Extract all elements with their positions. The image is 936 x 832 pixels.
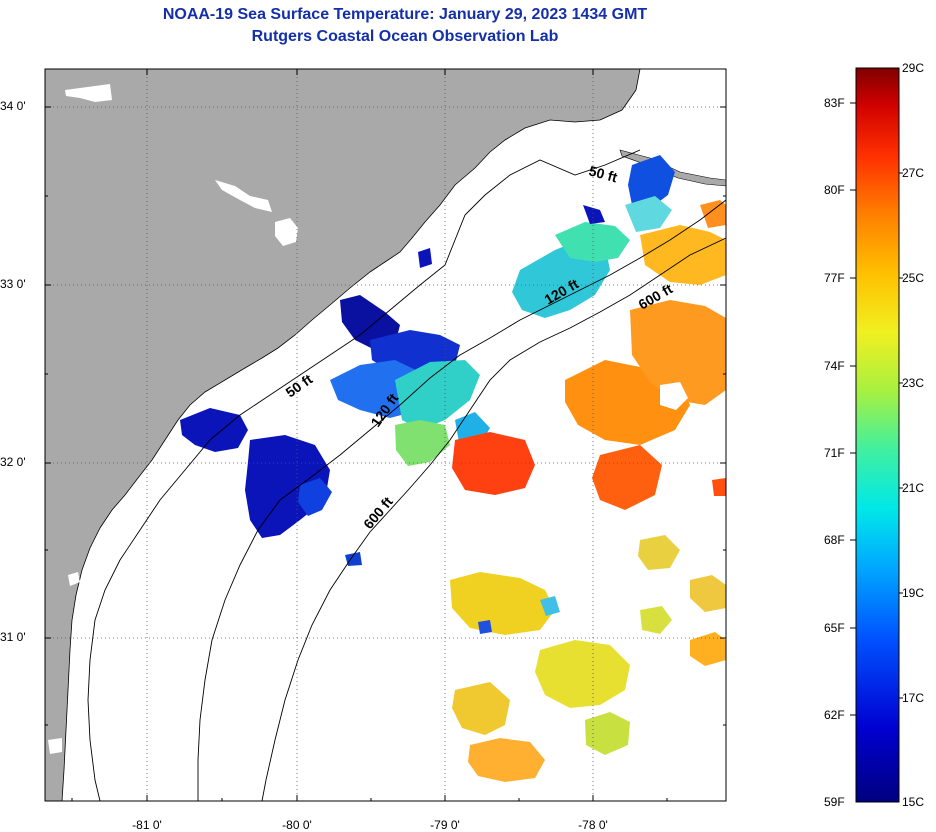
contour-label: 50 ft (587, 162, 619, 185)
figure-subtitle: Rutgers Coastal Ocean Observation Lab (251, 28, 559, 45)
colorbar-scale (855, 67, 900, 803)
colorbar-f-label: 77F (824, 271, 845, 285)
sst-patches (180, 155, 726, 782)
lon-label: -81 0' (132, 818, 162, 832)
bathymetry-contours (87, 149, 726, 801)
lon-label: -80 0' (282, 818, 312, 832)
colorbar-ticks (850, 102, 903, 716)
colorbar-c-label: 17C (902, 691, 925, 705)
colorbar-c-label: 15C (902, 795, 925, 809)
lon-label: -79 0' (430, 818, 460, 832)
colorbar-f-label: 74F (824, 359, 845, 373)
colorbar-f-label: 59F (824, 795, 845, 809)
lat-label: 34 0' (0, 99, 26, 113)
land-mass (45, 69, 641, 801)
colorbar-c-label: 27C (902, 166, 925, 180)
colorbar-f-label: 71F (824, 446, 845, 460)
contour-120ft (197, 199, 726, 801)
lon-label: -78 0' (578, 818, 608, 832)
lake (275, 218, 298, 246)
colorbar-f-label: 83F (824, 96, 845, 110)
colorbar-c-label: 21C (902, 481, 925, 495)
lake (68, 572, 80, 586)
colorbar-c-label: 29C (902, 61, 925, 75)
graticule (45, 69, 726, 801)
lat-label: 33 0' (0, 277, 26, 291)
lake (215, 180, 272, 212)
lake (65, 84, 112, 102)
figure-title: NOAA-19 Sea Surface Temperature: January… (162, 6, 648, 23)
lat-label: 32 0' (0, 455, 26, 469)
colorbar-c-label: 23C (902, 376, 925, 390)
colorbar-f-label: 65F (824, 621, 845, 635)
colorbar-f-label: 62F (824, 708, 845, 722)
lat-label: 31 0' (0, 630, 26, 644)
map-frame (44, 68, 727, 802)
map-ticks (45, 69, 726, 801)
lake (48, 738, 62, 754)
contour-50ft (87, 149, 641, 801)
colorbar-f-label: 80F (824, 183, 845, 197)
colorbar-c-label: 25C (902, 271, 925, 285)
colorbar-f-label: 68F (824, 533, 845, 547)
contour-600ft (261, 237, 726, 801)
colorbar-c-label: 19C (902, 586, 925, 600)
